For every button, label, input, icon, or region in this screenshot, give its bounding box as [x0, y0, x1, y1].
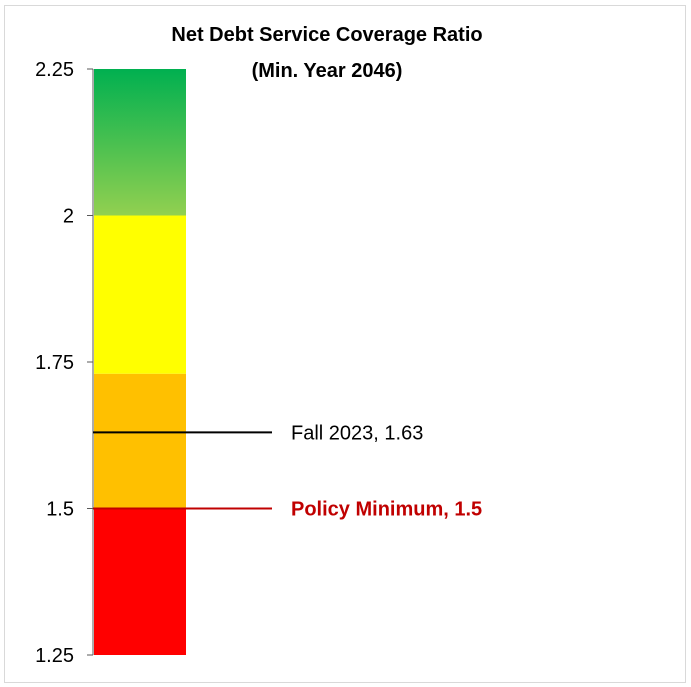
chart-title-line-2: (Min. Year 2046): [252, 60, 403, 82]
marker-label-1: Policy Minimum, 1.5: [291, 499, 482, 521]
y-tick-label: 1.75: [35, 352, 74, 374]
gauge-band-0: [94, 508, 186, 655]
chart-frame: [4, 5, 686, 683]
chart-title: Net Debt Service Coverage Ratio (Min. Ye…: [171, 24, 482, 82]
gauge-band-2: [94, 215, 186, 374]
chart-title-line-1: Net Debt Service Coverage Ratio: [171, 24, 482, 46]
gauge-bar: [94, 69, 186, 655]
y-tick-label: 2: [63, 206, 74, 228]
gauge-band-3: [94, 69, 186, 216]
y-axis: 2.25 2 1.75 1.5 1.25: [35, 59, 94, 667]
y-tick-label: 1.5: [46, 499, 74, 521]
gauge-band-1: [94, 373, 186, 509]
y-tick-label: 2.25: [35, 59, 74, 81]
y-tick-label: 1.25: [35, 645, 74, 667]
marker-lines: Fall 2023, 1.63 Policy Minimum, 1.5: [93, 422, 482, 521]
marker-label-0: Fall 2023, 1.63: [291, 422, 423, 444]
